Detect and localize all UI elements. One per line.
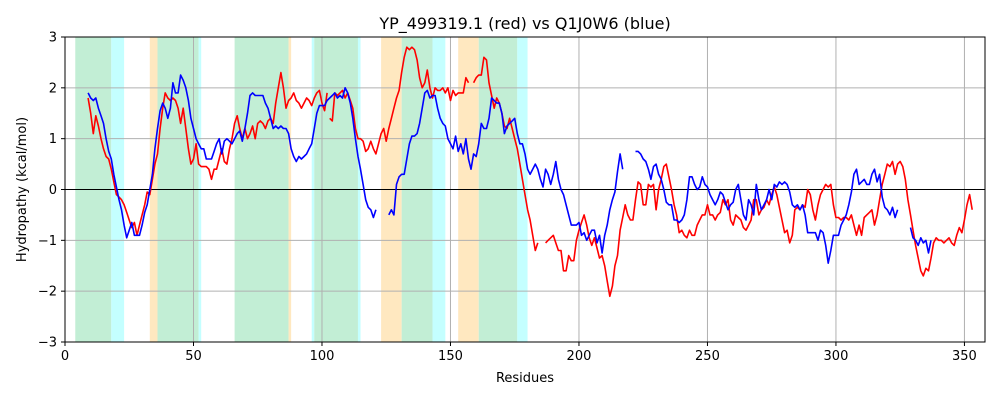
y-tick-label: −2 <box>38 285 57 300</box>
red-series-line-2 <box>472 56 539 252</box>
tick-layer: 0 50 100 150 200 250 300 350 −3 −2 −1 0 1 2 3 <box>38 31 977 365</box>
x-tick-label: 150 <box>438 349 463 364</box>
x-tick-label: 0 <box>61 349 69 364</box>
y-tick-label: 1 <box>49 132 57 147</box>
y-tick-label: 3 <box>49 31 57 46</box>
x-axis-label: Residues <box>496 371 554 386</box>
red-series-line-0 <box>87 71 328 237</box>
blue-series-line-0 <box>87 74 377 239</box>
x-tick-label: 50 <box>185 349 202 364</box>
y-tick-label: 0 <box>49 183 57 198</box>
red-series-line-3 <box>545 160 973 298</box>
x-tick-label: 200 <box>567 349 592 364</box>
y-axis-label: Hydropathy (kcal/mol) <box>15 117 30 262</box>
x-tick-label: 100 <box>310 349 335 364</box>
blue-series-line-1 <box>388 89 624 254</box>
x-tick-label: 350 <box>952 349 977 364</box>
y-tick-label: −3 <box>38 336 57 351</box>
y-tick-label: 2 <box>49 81 57 96</box>
x-tick-label: 250 <box>695 349 720 364</box>
series-layer <box>87 46 973 298</box>
blue-series-line-3 <box>909 227 932 254</box>
y-tick-label: −1 <box>38 234 57 249</box>
red-series-line-1 <box>329 46 470 155</box>
x-tick-label: 300 <box>824 349 849 364</box>
chart-title: YP_499319.1 (red) vs Q1J0W6 (blue) <box>378 14 670 34</box>
blue-series-line-2 <box>635 150 899 265</box>
